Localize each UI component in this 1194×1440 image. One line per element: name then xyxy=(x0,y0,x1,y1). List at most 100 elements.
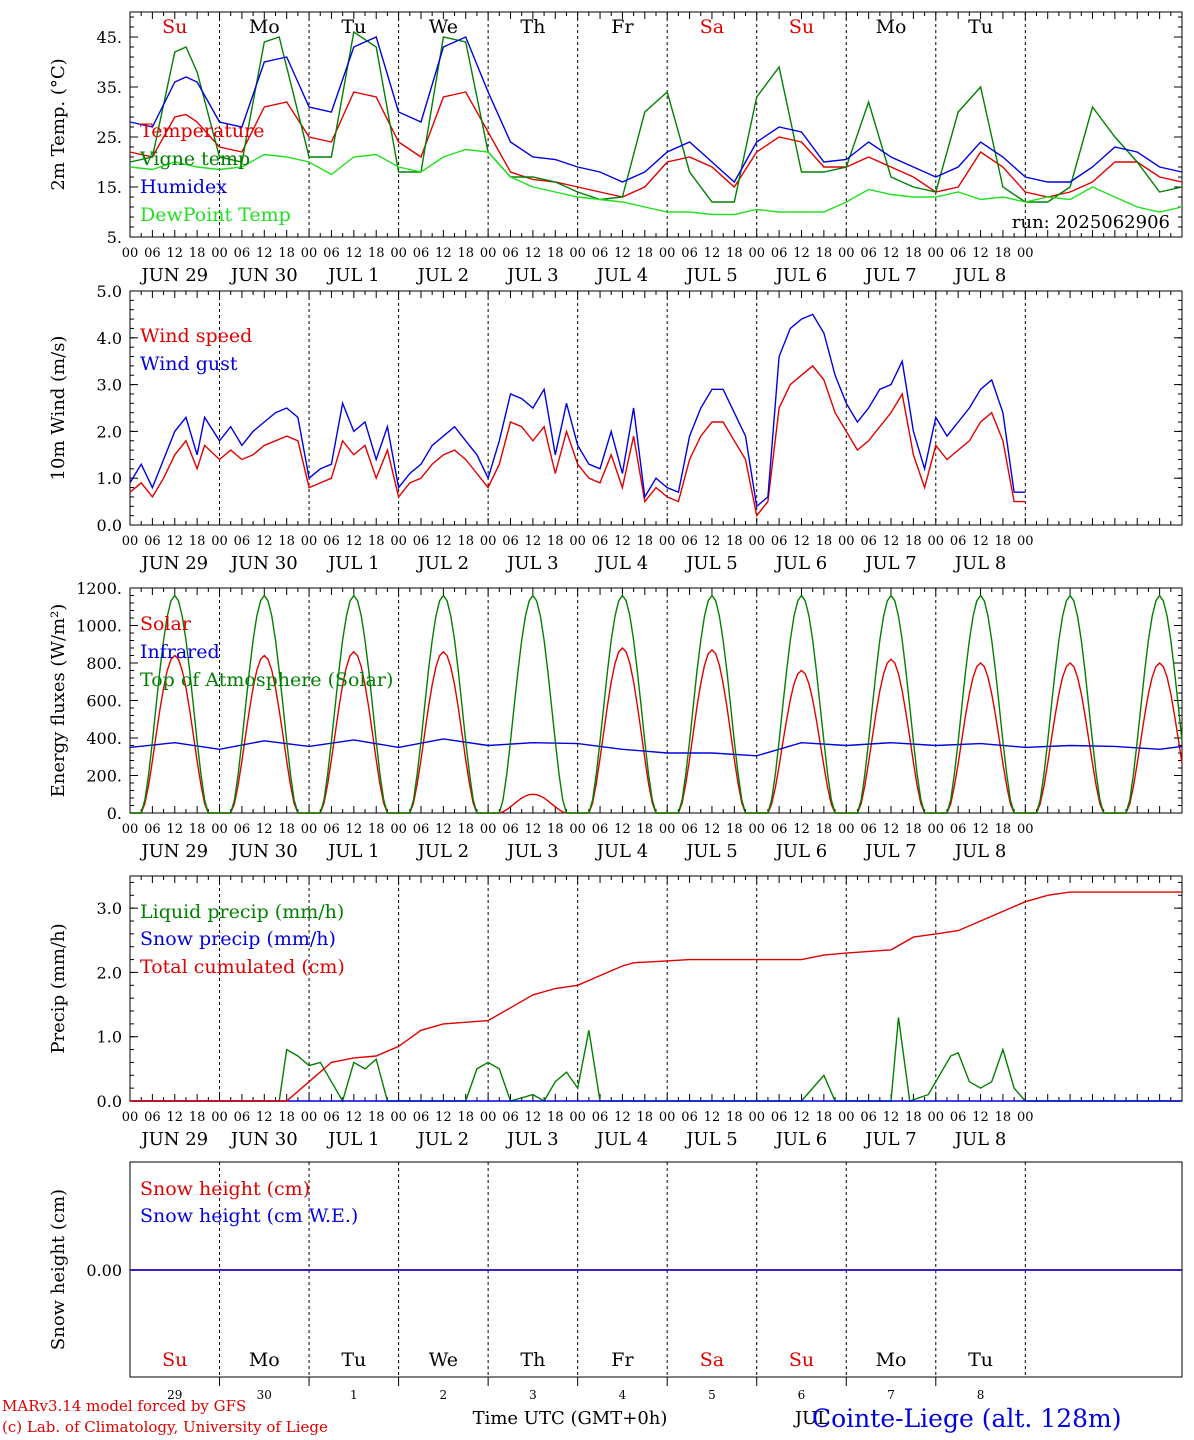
date-label: JUL 1 xyxy=(326,553,380,574)
hour-label: 06 xyxy=(592,822,609,837)
weekday-label-bottom: Tu xyxy=(341,1349,366,1371)
hour-label: 00 xyxy=(122,822,139,837)
y-tick-label: 15. xyxy=(97,178,122,197)
hour-label: 06 xyxy=(502,246,519,261)
bottom-date-label: 6 xyxy=(798,1388,806,1402)
hour-label: 06 xyxy=(860,822,877,837)
model-credit-line1: MARv3.14 model forced by GFS xyxy=(2,1397,247,1415)
hour-label: 00 xyxy=(659,534,676,549)
hour-label: 18 xyxy=(637,246,654,261)
hour-label: 18 xyxy=(547,822,564,837)
hour-label: 18 xyxy=(278,822,295,837)
date-label: JUL 2 xyxy=(416,1129,470,1150)
hour-label: 12 xyxy=(793,246,810,261)
hour-label: 06 xyxy=(592,246,609,261)
weekday-label: Tu xyxy=(968,16,993,38)
date-label: JUL 4 xyxy=(595,841,649,862)
hour-label: 18 xyxy=(726,246,743,261)
y-axis-label: Precip (mm/h) xyxy=(48,923,69,1053)
legend-wind-speed: Wind speed xyxy=(140,325,252,347)
hour-label: 18 xyxy=(726,822,743,837)
date-label: JUN 30 xyxy=(229,265,298,286)
hour-label: 18 xyxy=(816,246,833,261)
date-label: JUL 2 xyxy=(416,841,470,862)
date-label: JUL 3 xyxy=(505,553,559,574)
weekday-label: Tu xyxy=(341,16,366,38)
hour-label: 12 xyxy=(793,534,810,549)
hour-label: 18 xyxy=(457,246,474,261)
hour-label: 06 xyxy=(950,822,967,837)
series-humidex xyxy=(129,36,1183,184)
y-tick-label: 1.0 xyxy=(97,1028,122,1047)
hour-label: 06 xyxy=(323,246,340,261)
weekday-label-bottom: Su xyxy=(162,1349,187,1371)
hour-label: 18 xyxy=(995,1110,1012,1125)
bottom-month-label: JUL xyxy=(793,1408,829,1429)
hour-label: 06 xyxy=(771,246,788,261)
hour-label: 00 xyxy=(480,822,497,837)
hour-label: 00 xyxy=(480,534,497,549)
hour-label: 00 xyxy=(480,1110,497,1125)
hour-label: 12 xyxy=(256,246,273,261)
hour-label: 12 xyxy=(793,1110,810,1125)
y-axis-label: 2m Temp. (°C) xyxy=(48,58,69,190)
hour-label: 18 xyxy=(278,246,295,261)
hour-label: 06 xyxy=(950,246,967,261)
hour-label: 18 xyxy=(637,534,654,549)
hour-label: 06 xyxy=(592,534,609,549)
hour-label: 00 xyxy=(211,534,228,549)
hour-label: 12 xyxy=(435,1110,452,1125)
hour-label: 12 xyxy=(972,534,989,549)
y-tick-label: 4.0 xyxy=(97,329,122,348)
y-tick-label: 2.0 xyxy=(97,963,122,982)
legend-total-cumulated-cm: Total cumulated (cm) xyxy=(140,956,345,978)
legend-vigne-temp: Vigne temp xyxy=(139,148,250,170)
bottom-date-label: 1 xyxy=(350,1388,358,1402)
date-label: JUN 30 xyxy=(229,553,298,574)
date-label: JUL 1 xyxy=(326,265,380,286)
y-tick-label: 0. xyxy=(107,804,122,823)
weekday-label-bottom: Su xyxy=(789,1349,814,1371)
hour-label: 12 xyxy=(346,246,363,261)
date-label: JUL 1 xyxy=(326,841,380,862)
legend-liquid-precip-mm-h: Liquid precip (mm/h) xyxy=(140,901,344,923)
date-label: JUN 29 xyxy=(139,265,208,286)
legend-snow-height-cm-w-e: Snow height (cm W.E.) xyxy=(140,1205,358,1227)
bottom-date-label: 2 xyxy=(440,1388,448,1402)
hour-label: 06 xyxy=(950,534,967,549)
date-label: JUL 5 xyxy=(684,553,738,574)
hour-label: 00 xyxy=(659,822,676,837)
hour-label: 06 xyxy=(323,822,340,837)
legend-snow-height-cm: Snow height (cm) xyxy=(140,1178,310,1200)
y-tick-label: 0.0 xyxy=(97,516,122,535)
hour-label: 18 xyxy=(457,822,474,837)
legend-wind-gust: Wind gust xyxy=(140,353,238,375)
hour-label: 06 xyxy=(323,1110,340,1125)
hour-label: 12 xyxy=(256,534,273,549)
date-label: JUL 5 xyxy=(684,841,738,862)
hour-label: 12 xyxy=(972,1110,989,1125)
hour-label: 06 xyxy=(681,534,698,549)
date-label: JUL 3 xyxy=(505,1129,559,1150)
hour-label: 06 xyxy=(413,534,430,549)
hour-label: 12 xyxy=(704,534,721,549)
hour-label: 12 xyxy=(346,534,363,549)
y-tick-label: 5. xyxy=(107,228,122,247)
date-label: JUL 3 xyxy=(505,265,559,286)
panel-2 xyxy=(129,290,1183,526)
legend-humidex: Humidex xyxy=(140,176,227,198)
hour-label: 00 xyxy=(659,246,676,261)
hour-label: 18 xyxy=(457,534,474,549)
series-dewpoint-temp xyxy=(129,148,1183,216)
date-label: JUN 29 xyxy=(139,841,208,862)
weekday-label-bottom: Mo xyxy=(876,1349,907,1371)
hour-label: 12 xyxy=(166,822,183,837)
hour-label: 06 xyxy=(771,822,788,837)
hour-label: 12 xyxy=(972,246,989,261)
legend-temperature: Temperature xyxy=(140,120,264,142)
hour-label: 00 xyxy=(838,1110,855,1125)
hour-label: 12 xyxy=(883,534,900,549)
hour-label: 12 xyxy=(793,822,810,837)
date-label: JUL 5 xyxy=(684,265,738,286)
